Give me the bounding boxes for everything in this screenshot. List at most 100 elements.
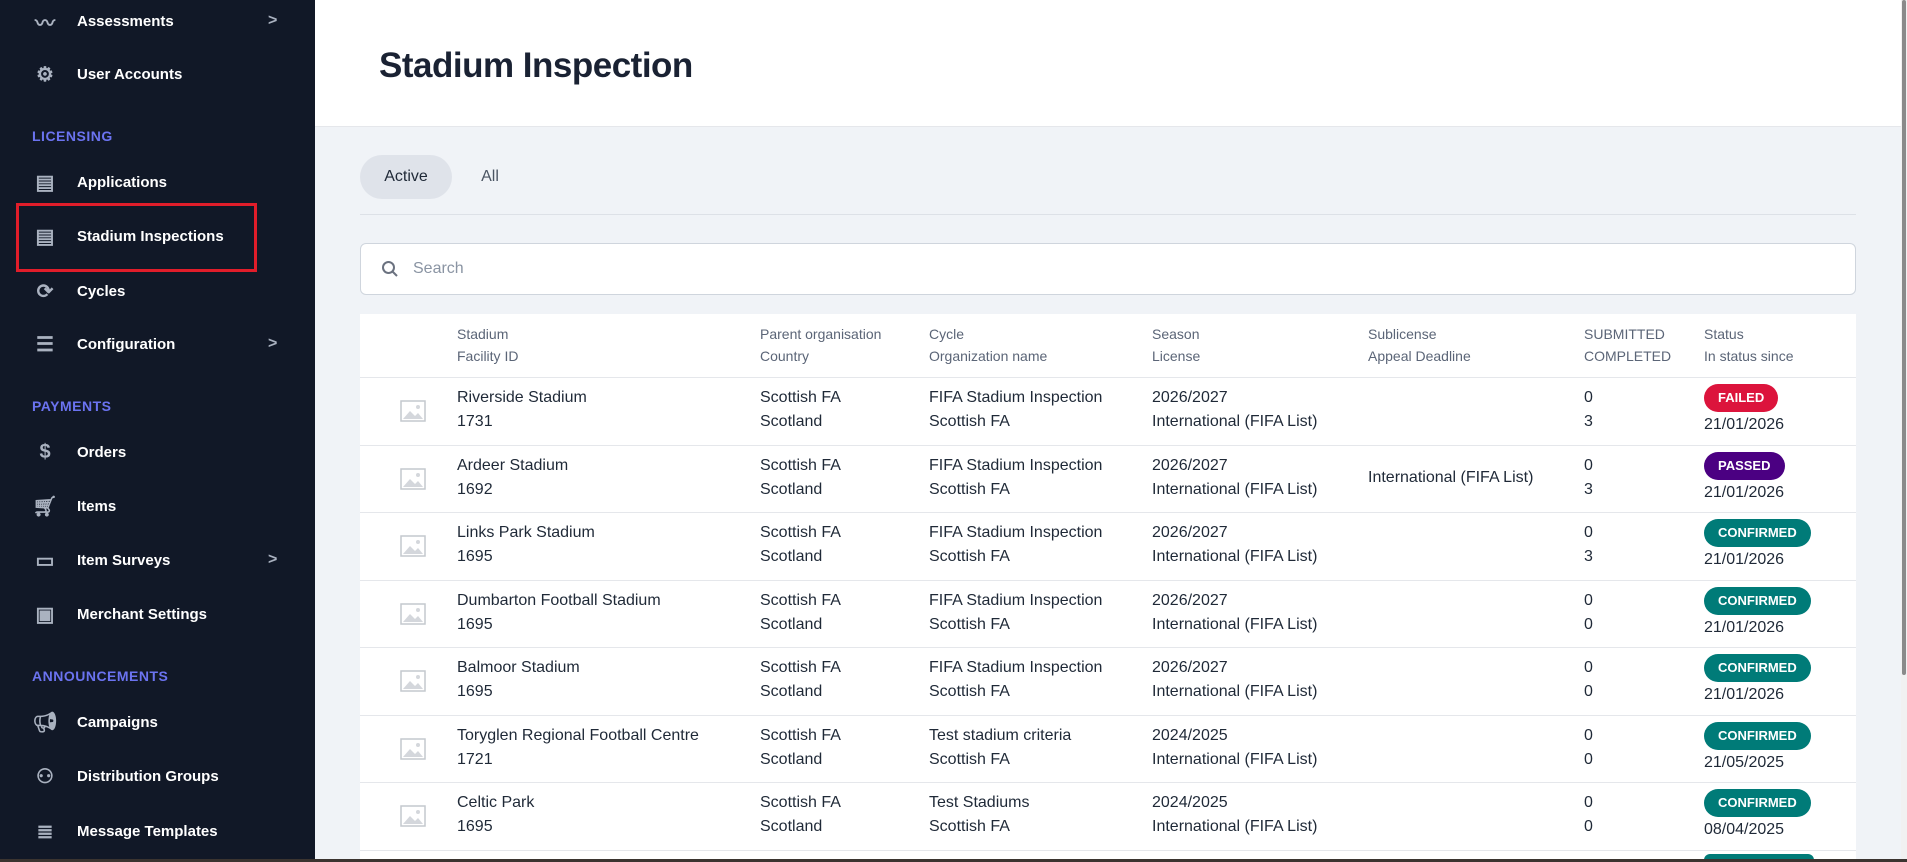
license: International (FIFA List) [1152, 683, 1318, 700]
cell-status: FAILED 21/01/2026 [1704, 384, 1784, 437]
org: Scottish FA [929, 480, 1010, 498]
sidebar-item-user-accounts[interactable]: ⚙ User Accounts [0, 54, 315, 94]
submitted: 0 [1584, 794, 1593, 811]
inspections-table: Stadium Facility ID Parent organisation Cou… [360, 314, 1856, 860]
megaphone-icon: 📢︎ [32, 711, 58, 734]
sidebar-item-applications[interactable]: ▤ Applications [0, 162, 315, 202]
completed: 3 [1584, 413, 1593, 430]
table-row[interactable]: Riverside Stadium 1731 Scottish FA Scotland… [360, 378, 1856, 446]
status-badge: FAILED [1704, 384, 1779, 412]
facility_id: 1695 [457, 615, 493, 633]
sidebar-item-merchant-settings[interactable]: ▣ Merchant Settings [0, 594, 315, 634]
cell-parent: Scottish FA Scotland [760, 454, 841, 502]
table-row[interactable]: Celtic Park 1695 Scottish FA Scotland Test S… [360, 783, 1856, 851]
cell-status: CONFIRMED 21/01/2026 [1704, 519, 1811, 572]
column-header[interactable]: Cycle Organization name [929, 323, 1047, 367]
image-placeholder-icon [400, 467, 426, 490]
status-since: 21/01/2026 [1704, 618, 1785, 636]
column-header-secondary: Organization name [929, 348, 1048, 364]
submitted: 0 [1584, 524, 1593, 541]
cart-icon: 🛒︎ [32, 495, 58, 518]
table-row[interactable]: Toryglen Regional Football Centre 1721 Sco… [360, 716, 1856, 783]
page-header: Stadium Inspection [315, 0, 1901, 127]
cell-stadium: Dumbarton Football Stadium 1695 [457, 589, 661, 637]
sidebar-item-stadium-inspections[interactable]: ▤ Stadium Inspections [0, 216, 315, 256]
column-header-primary: Stadium [457, 326, 509, 342]
sidebar-item-cycles[interactable]: ⟳ Cycles [0, 271, 315, 311]
cell-season: 2026/2027 International (FIFA List) [1152, 656, 1317, 704]
license: International (FIFA List) [1152, 480, 1318, 498]
chevron-right-icon: > [268, 12, 278, 29]
cell-cycle: FIFA Stadium Inspection Scottish FA [929, 454, 1102, 502]
list-icon: ≣ [36, 820, 54, 843]
search-box[interactable] [360, 243, 1856, 295]
sliders-icon: ☰ [36, 333, 54, 356]
cell-parent: Scottish FA Scotland [760, 521, 841, 569]
org: Scottish FA [929, 413, 1010, 430]
cell-season: 2026/2027 International (FIFA List) [1152, 589, 1317, 637]
section-licensing: LICENSING [32, 128, 113, 144]
table-row[interactable]: Links Park Stadium 1695 Scottish FA Scotlan… [360, 513, 1856, 581]
status-since: 21/01/2026 [1704, 483, 1785, 501]
column-header[interactable]: SUBMITTED COMPLETED [1584, 323, 1671, 367]
user-gear-icon: ⚙ [36, 63, 54, 86]
group-icon: ⚇ [36, 765, 54, 788]
sidebar-item-configuration[interactable]: ☰ Configuration > [0, 324, 315, 364]
submitted: 0 [1584, 456, 1593, 474]
column-header-secondary: Facility ID [457, 348, 519, 364]
image-placeholder-icon [400, 670, 426, 692]
sidebar-item-campaigns[interactable]: 📢︎ Campaigns [0, 702, 315, 742]
tab-active[interactable]: Active [360, 155, 452, 199]
completed: 3 [1584, 548, 1593, 565]
facility_id: 1721 [457, 750, 493, 768]
license: International (FIFA List) [1152, 413, 1318, 430]
sidebar-item-items[interactable]: 🛒︎ Items [0, 486, 315, 526]
column-header[interactable]: Season License [1152, 323, 1200, 367]
tab-all[interactable]: All [481, 168, 499, 185]
org: Scottish FA [929, 615, 1010, 633]
divider [360, 214, 1856, 215]
cell-cycle: FIFA Stadium Inspection Scottish FA [929, 521, 1102, 569]
column-header[interactable]: Sublicense Appeal Deadline [1368, 323, 1471, 367]
table-row-partial[interactable] [360, 851, 1856, 860]
scrollbar[interactable] [1901, 0, 1907, 859]
sidebar-item-orders[interactable]: $ Orders [0, 432, 315, 472]
column-header-secondary: Appeal Deadline [1368, 348, 1471, 364]
column-header[interactable]: Stadium Facility ID [457, 323, 518, 367]
license: International (FIFA List) [1152, 548, 1318, 565]
image-placeholder-icon [400, 737, 426, 760]
cell-cycle: FIFA Stadium Inspection Scottish FA [929, 589, 1102, 637]
sidebar-item-item-surveys[interactable]: ▭ Item Surveys > [0, 540, 315, 580]
image-placeholder-icon [400, 602, 426, 625]
cell-status: CONFIRMED 21/01/2026 [1704, 586, 1811, 640]
country: Scotland [760, 615, 823, 633]
cell-season: 2024/2025 International (FIFA List) [1152, 724, 1317, 772]
table-row[interactable]: Balmoor Stadium 1695 Scottish FA Scotland FI… [360, 648, 1856, 716]
completed: 0 [1584, 615, 1593, 633]
season: 2024/2025 [1152, 794, 1228, 811]
sidebar-item-message-templates[interactable]: ≣ Message Templates [0, 811, 315, 851]
cell-parent: Scottish FA Scotland [760, 724, 841, 772]
scrollbar-thumb[interactable] [1902, 0, 1906, 675]
search-input[interactable] [413, 260, 1713, 278]
season: 2026/2027 [1152, 524, 1228, 541]
stadium: Ardeer Stadium [457, 456, 569, 474]
submitted: 0 [1584, 659, 1593, 676]
country: Scotland [760, 683, 823, 700]
column-header[interactable]: Status In status since [1704, 323, 1794, 367]
season: 2026/2027 [1152, 456, 1228, 474]
season: 2026/2027 [1152, 389, 1228, 406]
facility_id: 1695 [457, 818, 493, 835]
column-header[interactable]: Parent organisation Country [760, 323, 881, 367]
sidebar-item-assessments[interactable]: 〰 Assessments > [0, 1, 315, 41]
cell-season: 2026/2027 International (FIFA List) [1152, 454, 1317, 502]
org: Scottish FA [929, 683, 1010, 700]
sublicense: International (FIFA List) [1368, 468, 1534, 486]
column-header-primary: SUBMITTED [1584, 326, 1665, 342]
column-header-primary: Cycle [929, 326, 965, 342]
table-row[interactable]: Ardeer Stadium 1692 Scottish FA Scotland FIF… [360, 446, 1856, 513]
sidebar-item-distribution-groups[interactable]: ⚇ Distribution Groups [0, 756, 315, 796]
table-row[interactable]: Dumbarton Football Stadium 1695 Scottish F… [360, 581, 1856, 648]
